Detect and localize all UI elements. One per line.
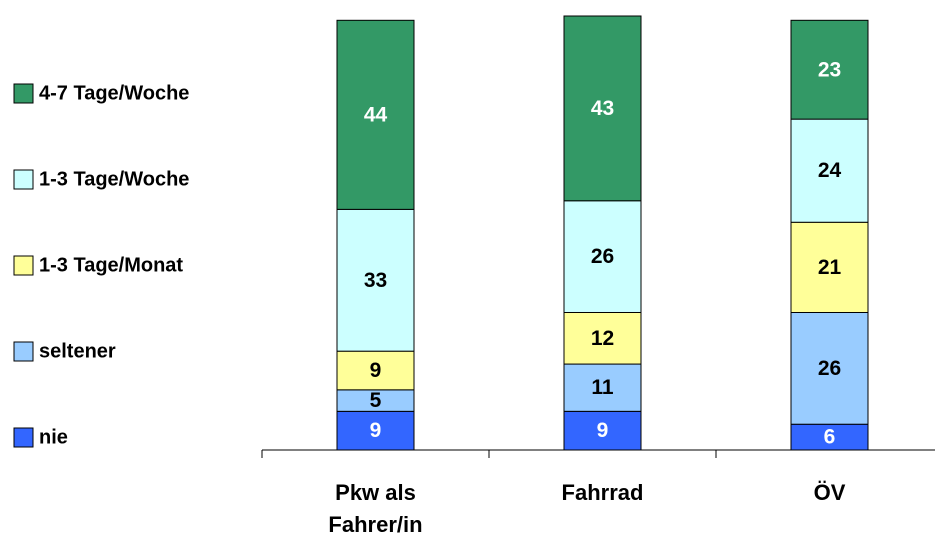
x-tick-label: ÖV [813,480,846,505]
bar-segment [563,410,642,451]
legend-label: 1-3 Tage/Monat [39,254,183,276]
data-label: 44 [364,103,388,126]
bar-segment [336,350,415,391]
data-label: 12 [591,327,614,350]
bar-segment [563,15,642,202]
data-label: 23 [818,58,841,81]
bar-segment [563,363,642,412]
bar-segment [790,118,869,223]
data-label: 9 [370,359,382,382]
x-tick-label: Pkw als Fahrer/in [328,480,423,537]
data-label: 24 [818,159,842,182]
legend-swatch [13,83,34,104]
legend-label: 4-7 Tage/Woche [39,82,189,104]
bar-segment [336,410,415,451]
bar-segment [336,208,415,352]
bar-segment [790,19,869,120]
x-tick-label: Fahrrad [561,480,644,505]
data-label: 9 [597,419,609,442]
data-label: 21 [818,256,842,279]
legend-label: 1-3 Tage/Woche [39,168,189,190]
data-label: 11 [591,376,614,399]
data-label: 6 [824,426,836,449]
bar-segment [563,200,642,313]
bar-segment [790,221,869,313]
legend-swatch [13,427,34,448]
legend-swatch [13,341,34,362]
bar-segment [336,19,415,210]
data-label: 5 [370,389,382,412]
legend-swatch [13,169,34,190]
legend-swatch [13,255,34,276]
data-label: 43 [591,97,614,120]
data-label: 33 [364,269,387,292]
data-label: 26 [591,245,614,268]
bar-segment [563,311,642,365]
data-label: 9 [370,419,382,442]
bar-segment [790,423,869,451]
legend-label: seltener [39,340,116,362]
legend-label: nie [39,426,68,448]
data-label: 26 [818,357,841,380]
bar-segment [790,311,869,425]
